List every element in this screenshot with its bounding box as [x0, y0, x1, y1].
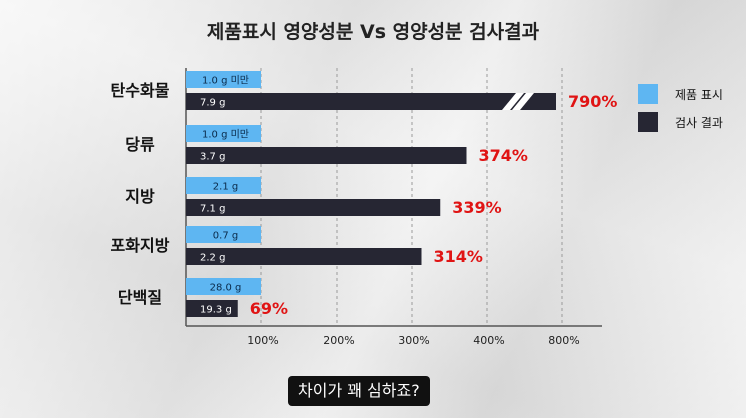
bar-value-label: 19.3 g [200, 305, 232, 316]
category-label: 단백질 [118, 288, 162, 307]
bar-test-result [186, 147, 467, 164]
bar-test-result [186, 248, 422, 265]
legend-swatch [638, 84, 658, 104]
bar-value-label: 7.9 g [200, 98, 225, 109]
x-tick-label: 800% [548, 334, 579, 347]
bar-test-result [186, 93, 556, 110]
bar-value-label: 7.1 g [200, 204, 225, 215]
bar-value-label: 1.0 g 미만 [202, 75, 249, 87]
bar-product-label [186, 125, 261, 142]
percent-label: 790% [568, 92, 617, 111]
legend-swatch [638, 112, 658, 132]
category-label: 지방 [125, 187, 155, 206]
percent-label: 69% [250, 299, 288, 318]
category-label: 탄수화물 [111, 81, 170, 100]
x-tick-label: 100% [247, 334, 278, 347]
percent-label: 374% [479, 146, 528, 165]
bar-value-label: 28.0 g [210, 283, 242, 294]
bar-product-label [186, 226, 261, 243]
bar-product-label [186, 278, 261, 295]
category-label: 포화지방 [111, 236, 170, 255]
x-tick-label: 300% [398, 334, 429, 347]
bar-product-label [186, 71, 261, 88]
axis-break-mark [502, 93, 524, 110]
percent-label: 314% [434, 247, 483, 266]
legend-label: 제품 표시 [675, 88, 723, 102]
x-tick-label: 400% [473, 334, 504, 347]
bar-test-result [186, 199, 441, 216]
bar-value-label: 1.0 g 미만 [202, 129, 249, 141]
x-tick-label: 200% [323, 334, 354, 347]
bar-value-label: 3.7 g [200, 152, 225, 163]
bar-value-label: 2.1 g [213, 182, 238, 193]
percent-label: 339% [452, 198, 501, 217]
x-tick-labels: 100% 200% 300% 400% 800% [247, 334, 579, 347]
category-label: 당류 [125, 135, 155, 154]
subtitle-caption: 차이가 꽤 심하죠? [288, 376, 430, 406]
axis-break-mark [512, 93, 534, 110]
bar-product-label [186, 177, 261, 194]
bar-test-result [186, 300, 238, 317]
bars: 1.0 g 미만 7.9 g 790% 1.0 g 미만 3.7 g 374% 2.1 g 7… [186, 71, 617, 318]
legend-label: 검사 결과 [675, 116, 723, 130]
bar-value-label: 2.2 g [200, 253, 225, 264]
chart-title: 제품표시 영양성분 Vs 영양성분 검사결과 [207, 21, 540, 43]
bar-value-label: 0.7 g [213, 231, 238, 242]
